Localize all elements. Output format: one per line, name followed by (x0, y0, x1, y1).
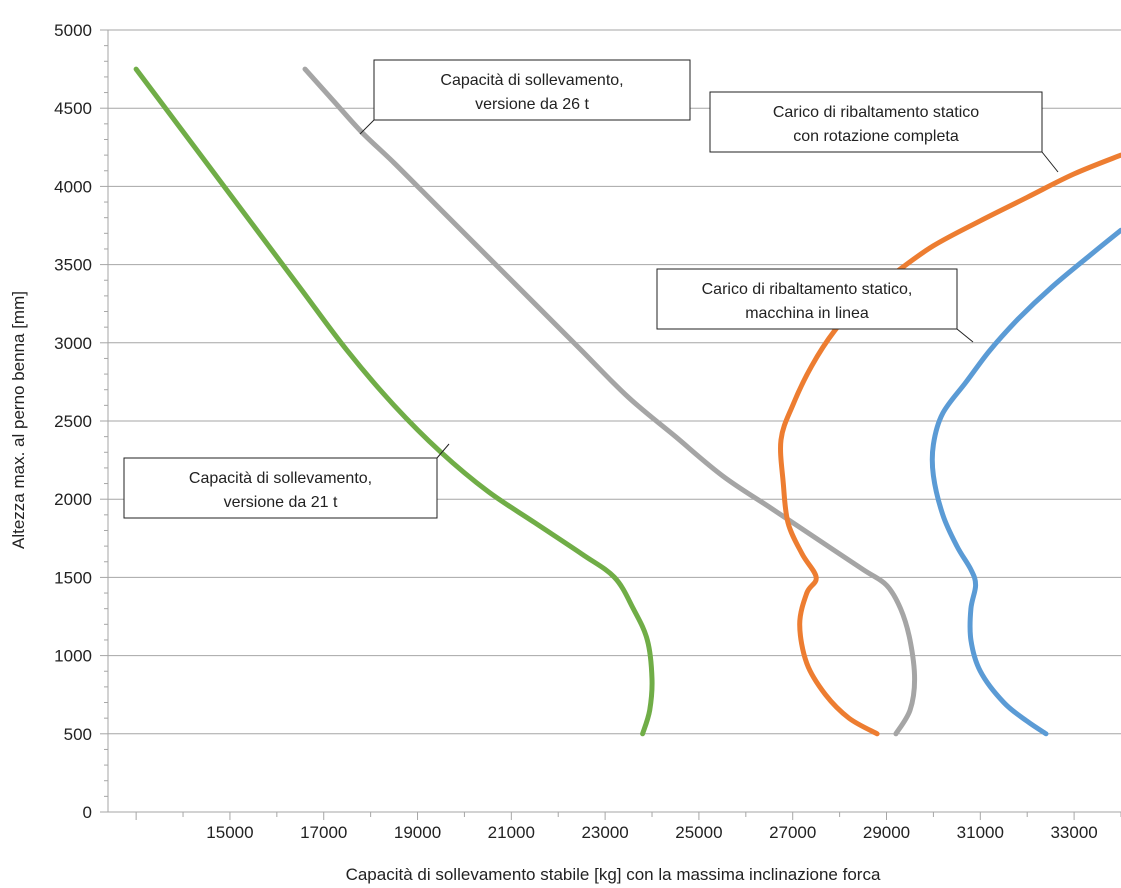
y-tick-label: 2500 (54, 412, 92, 431)
callout-text-line2: versione da 26 t (475, 96, 589, 113)
x-tick-label: 21000 (488, 823, 535, 842)
series-line-blue (929, 227, 1121, 737)
callout: Capacità di sollevamento, versione da 26 … (359, 59, 691, 135)
series-lines (133, 66, 1121, 737)
x-tick-label: 17000 (300, 823, 347, 842)
callout-text-line1: Carico di ribaltamento statico (773, 104, 979, 121)
callout-box (373, 59, 691, 121)
x-tick-label: 27000 (769, 823, 816, 842)
y-tick-label: 0 (83, 803, 92, 822)
callout-box (709, 91, 1043, 153)
callout: Carico di ribaltamento statico con rotazi… (709, 91, 1059, 173)
x-tick-labels: 15000 17000 19000 21000 23000 25000 27000 29000… (206, 823, 1097, 842)
x-tick-label: 29000 (863, 823, 910, 842)
x-tick-label: 23000 (581, 823, 628, 842)
callout-box (123, 457, 438, 519)
callout-text-line2: con rotazione completa (793, 128, 959, 145)
callout-box (656, 268, 958, 330)
y-tick-labels: 0 500 1000 1500 2000 2500 3000 3500 4000 4500 5000 (54, 21, 92, 822)
y-tick-label: 5000 (54, 21, 92, 40)
callout: Capacità di sollevamento, versione da 21 … (123, 443, 450, 519)
callout-text-line2: versione da 21 t (224, 494, 338, 511)
x-tick-label: 25000 (675, 823, 722, 842)
x-tick-label: 33000 (1050, 823, 1097, 842)
y-tick-label: 3500 (54, 256, 92, 275)
y-tick-label: 1000 (54, 647, 92, 666)
callout-text-line1: Capacità di sollevamento, (189, 470, 372, 487)
y-axis-label: Altezza max. al perno benna [mm] (9, 291, 28, 549)
y-tick-label: 2000 (54, 490, 92, 509)
callout-text-line1: Capacità di sollevamento, (440, 72, 623, 89)
callout-leader (956, 328, 974, 343)
callout-text-line1: Carico di ribaltamento statico, (702, 281, 913, 298)
callout-leader (1041, 151, 1059, 173)
y-tick-label: 500 (64, 725, 92, 744)
x-tick-label: 19000 (394, 823, 441, 842)
callout: Carico di ribaltamento statico, macchina … (656, 268, 974, 343)
x-axis-label: Capacità di sollevamento stabile [kg] co… (346, 865, 881, 884)
callout-text-line2: macchina in linea (745, 305, 869, 322)
y-tick-label: 4000 (54, 177, 92, 196)
series-line-orange (778, 152, 1121, 737)
y-tick-label: 3000 (54, 334, 92, 353)
y-tick-label: 4500 (54, 99, 92, 118)
series-line-gray (302, 66, 918, 737)
callout-leader (359, 119, 375, 135)
series-line-green (133, 66, 655, 737)
x-tick-label: 31000 (957, 823, 1004, 842)
annotations: Capacità di sollevamento, versione da 26 … (123, 59, 1059, 519)
y-tick-label: 1500 (54, 568, 92, 587)
axes (100, 29, 1121, 820)
x-tick-label: 15000 (206, 823, 253, 842)
callout-leader (436, 443, 450, 459)
